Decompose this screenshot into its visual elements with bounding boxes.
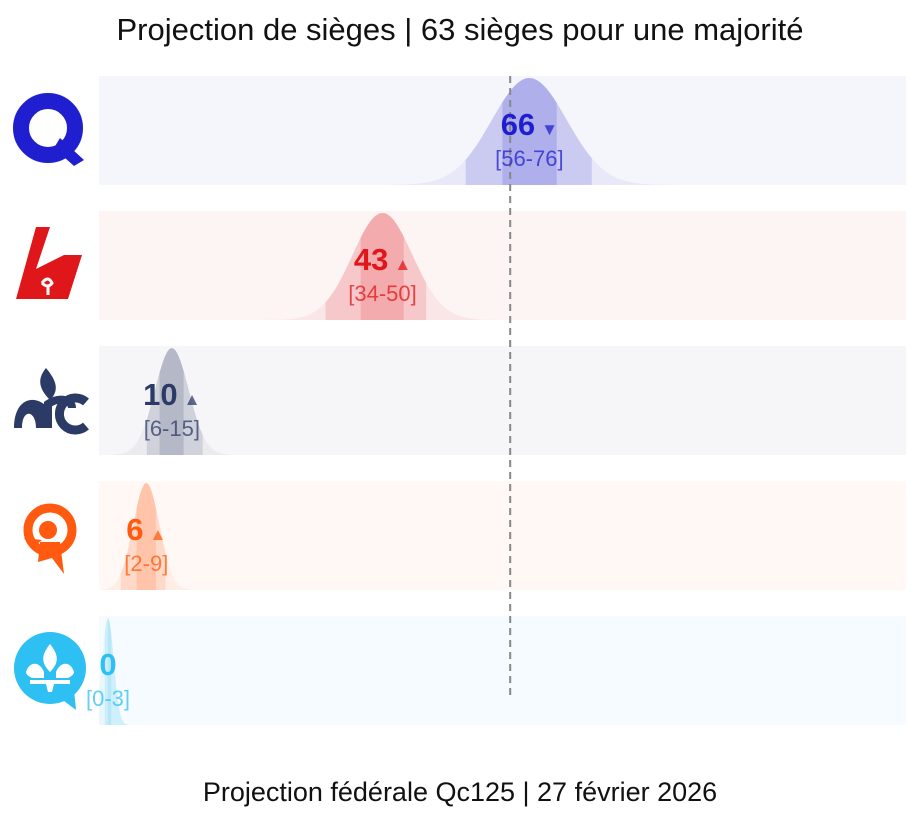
seat-projection-qs: 6 ▲: [126, 512, 166, 547]
density-core-caq: [502, 78, 557, 185]
seat-interval-caq: [56-76]: [495, 146, 564, 171]
seat-projection-caq: 66 ▼: [501, 107, 558, 142]
seat-interval-pcq: [6-15]: [144, 416, 200, 441]
party-bands: [99, 76, 906, 725]
seat-projection-plq: 43 ▲: [354, 242, 411, 277]
density-pq: [99, 618, 134, 725]
seat-projection-pcq: 10 ▲: [143, 377, 200, 412]
seat-labels: 66 ▼ [56-76] 43 ▲ [34-50] 10 ▲ [6-15] 6 ▲ [2-9] 0 [0-…: [86, 107, 564, 711]
chart-title: Projection de sièges | 63 sièges pour un…: [116, 12, 804, 47]
band-pcq: [99, 346, 906, 455]
seat-interval-qs: [2-9]: [124, 551, 168, 576]
trend-icon-up: ▲: [394, 255, 411, 274]
density-interval-caq: [465, 78, 592, 185]
density-tail-caq: [360, 78, 699, 185]
band-plq: [99, 211, 906, 320]
band-pq: [99, 616, 906, 725]
seat-projection-pq: 0: [99, 647, 116, 682]
density-interval-plq: [325, 213, 427, 320]
trend-icon-down: ▼: [541, 120, 558, 139]
density-tail-pq: [99, 618, 134, 725]
density-curves: [99, 78, 699, 725]
pq-logo: [14, 632, 86, 710]
density-pcq: [99, 348, 248, 455]
density-core-pq: [104, 618, 112, 725]
seat-interval-pq: [0-3]: [86, 686, 130, 711]
seat-interval-plq: [34-50]: [348, 281, 417, 306]
density-qs: [99, 483, 206, 590]
density-core-pcq: [159, 348, 184, 455]
plq-logo: [16, 227, 82, 299]
density-tail-plq: [247, 213, 518, 320]
density-interval-pcq: [146, 348, 203, 455]
density-plq: [247, 213, 518, 320]
density-tail-qs: [99, 483, 206, 590]
density-core-qs: [136, 483, 156, 590]
density-interval-pq: [108, 618, 128, 725]
density-core-plq: [360, 213, 404, 320]
trend-icon-up: ▲: [184, 390, 201, 409]
trend-icon-up: ▲: [150, 525, 167, 544]
band-caq: [99, 76, 906, 185]
pcq-logo: [14, 368, 89, 435]
seat-projection-chart: 66 ▼ [56-76] 43 ▲ [34-50] 10 ▲ [6-15] 6 ▲ [2-9] 0 [0-…: [13, 76, 906, 725]
density-tail-pcq: [99, 348, 248, 455]
density-interval-qs: [120, 483, 166, 590]
band-qs: [99, 481, 906, 590]
qs-logo: [23, 503, 77, 574]
density-caq: [360, 78, 699, 185]
caq-logo: [13, 93, 84, 166]
chart-footer: Projection fédérale Qc125 | 27 février 2…: [202, 777, 718, 807]
